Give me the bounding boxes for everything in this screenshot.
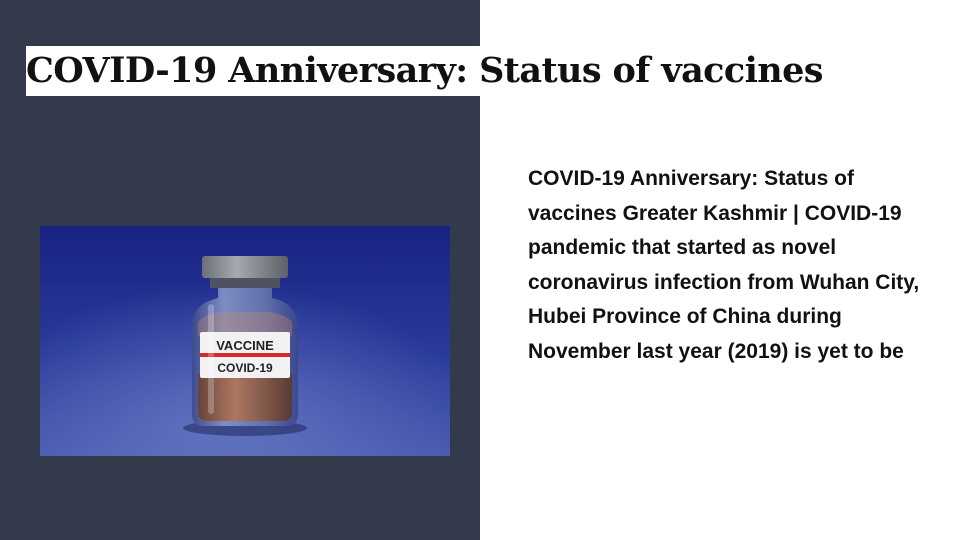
vaccine-photo: VACCINE COVID-19 — [40, 226, 450, 456]
slide-title: COVID-19 Anniversary: Status of vaccines — [26, 46, 824, 96]
slide-body-text: COVID-19 Anniversary: Status of vaccines… — [528, 167, 920, 363]
vial-label-line1: VACCINE — [216, 338, 274, 353]
vial-label-line2: COVID-19 — [217, 361, 273, 375]
